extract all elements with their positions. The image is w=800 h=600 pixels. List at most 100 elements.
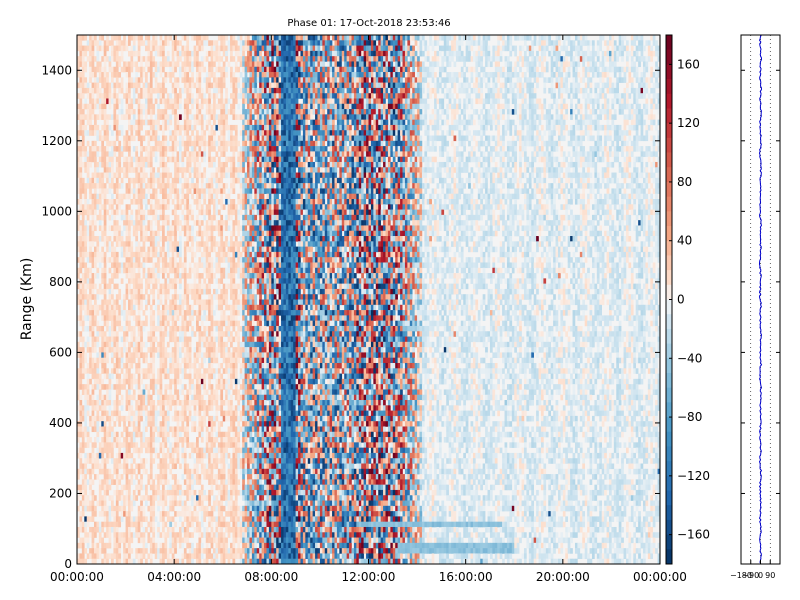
heatmap-cell xyxy=(183,262,187,269)
heatmap-cell xyxy=(162,177,165,184)
heatmap-cell xyxy=(152,505,156,512)
heatmap-cell xyxy=(220,347,224,353)
heatmap-cell xyxy=(84,548,88,554)
heatmap-cell xyxy=(191,35,194,41)
heatmap-cell xyxy=(181,294,185,300)
heatmap-cell xyxy=(215,484,219,491)
heatmap-cell xyxy=(120,267,124,274)
heatmap-cell xyxy=(181,421,185,427)
heatmap-cell xyxy=(149,400,153,406)
heatmap-cell xyxy=(157,273,160,279)
heatmap-cell xyxy=(230,161,233,168)
heatmap-cell xyxy=(157,61,160,68)
heatmap-cell xyxy=(81,230,85,237)
heatmap-cell xyxy=(166,251,170,258)
heatmap-cell xyxy=(176,56,180,62)
heatmap-cell xyxy=(230,257,233,263)
heatmap-cell xyxy=(81,431,85,438)
heatmap-cell xyxy=(123,220,126,226)
heatmap-cell xyxy=(191,251,194,258)
heatmap-cell xyxy=(222,479,226,485)
heatmap-cell xyxy=(203,526,207,533)
heatmap-cell xyxy=(84,167,88,173)
heatmap-cell xyxy=(101,177,105,184)
heatmap-cell xyxy=(232,505,236,512)
heatmap-cell xyxy=(96,542,100,549)
heatmap-cell xyxy=(147,283,151,290)
heatmap-cell xyxy=(77,109,80,115)
heatmap-cell xyxy=(186,484,190,491)
heatmap-cell xyxy=(106,315,109,321)
heatmap-cell xyxy=(181,447,185,454)
heatmap-cell xyxy=(101,278,105,284)
heatmap-cell xyxy=(108,172,112,179)
heatmap-cell xyxy=(106,336,109,343)
heatmap-cell xyxy=(101,421,105,427)
heatmap-cell xyxy=(225,140,228,147)
heatmap-cell xyxy=(222,310,226,316)
heatmap-cell xyxy=(132,146,136,152)
heatmap-cell xyxy=(208,463,211,470)
heatmap-cell xyxy=(162,156,165,163)
heatmap-cell xyxy=(196,310,199,316)
heatmap-cell xyxy=(220,72,224,78)
heatmap-cell xyxy=(91,357,95,364)
heatmap-cell xyxy=(147,156,151,163)
heatmap-cell xyxy=(149,452,153,459)
heatmap-cell xyxy=(77,135,80,142)
heatmap-cell xyxy=(152,437,156,443)
heatmap-cell xyxy=(176,431,180,438)
heatmap-cell xyxy=(111,511,114,517)
heatmap-cell xyxy=(132,378,136,385)
heatmap-cell xyxy=(94,320,97,327)
heatmap-cell xyxy=(217,484,221,491)
heatmap-cell xyxy=(137,56,141,62)
heatmap-cell xyxy=(208,267,211,274)
heatmap-cell xyxy=(186,140,190,147)
heatmap-cell xyxy=(237,230,241,237)
heatmap-cell xyxy=(142,294,146,300)
heatmap-cell xyxy=(230,45,233,52)
heatmap-cell xyxy=(232,463,236,470)
heatmap-cell xyxy=(84,479,88,485)
heatmap-cell xyxy=(118,410,122,417)
heatmap-cell xyxy=(159,61,163,68)
heatmap-cell xyxy=(120,98,124,105)
heatmap-cell xyxy=(101,341,105,348)
heatmap-cell xyxy=(227,124,231,131)
heatmap-cell xyxy=(94,198,97,205)
heatmap-cell xyxy=(164,389,168,396)
heatmap-cell xyxy=(79,463,83,470)
heatmap-cell xyxy=(108,511,112,517)
heatmap-cell xyxy=(154,77,158,83)
heatmap-cell xyxy=(203,558,207,565)
heatmap-cell xyxy=(191,447,194,454)
heatmap-cell xyxy=(149,516,153,522)
heatmap-cell xyxy=(135,198,139,205)
heatmap-cell xyxy=(125,241,129,247)
heatmap-cell xyxy=(79,521,83,528)
heatmap-cell xyxy=(84,262,88,269)
heatmap-cell xyxy=(108,61,112,68)
heatmap-cell xyxy=(164,415,168,422)
heatmap-cell xyxy=(181,437,185,443)
heatmap-cell xyxy=(137,299,141,306)
heatmap-cell xyxy=(142,484,146,491)
heatmap-cell xyxy=(191,288,194,295)
heatmap-cell xyxy=(132,415,136,422)
heatmap-cell xyxy=(147,415,151,422)
heatmap-cell xyxy=(79,267,83,274)
heatmap-cell xyxy=(183,362,187,369)
heatmap-cell xyxy=(111,204,114,210)
heatmap-cell xyxy=(188,183,192,189)
heatmap-cell xyxy=(86,500,90,507)
heatmap-cell xyxy=(152,368,156,374)
heatmap-cell xyxy=(232,479,236,485)
heatmap-cell xyxy=(79,257,83,263)
heatmap-cell xyxy=(215,553,219,560)
heatmap-cell xyxy=(106,299,109,306)
heatmap-cell xyxy=(220,378,224,385)
heatmap-cell xyxy=(230,553,233,560)
heatmap-cell xyxy=(183,341,187,348)
heatmap-cell xyxy=(186,394,190,401)
